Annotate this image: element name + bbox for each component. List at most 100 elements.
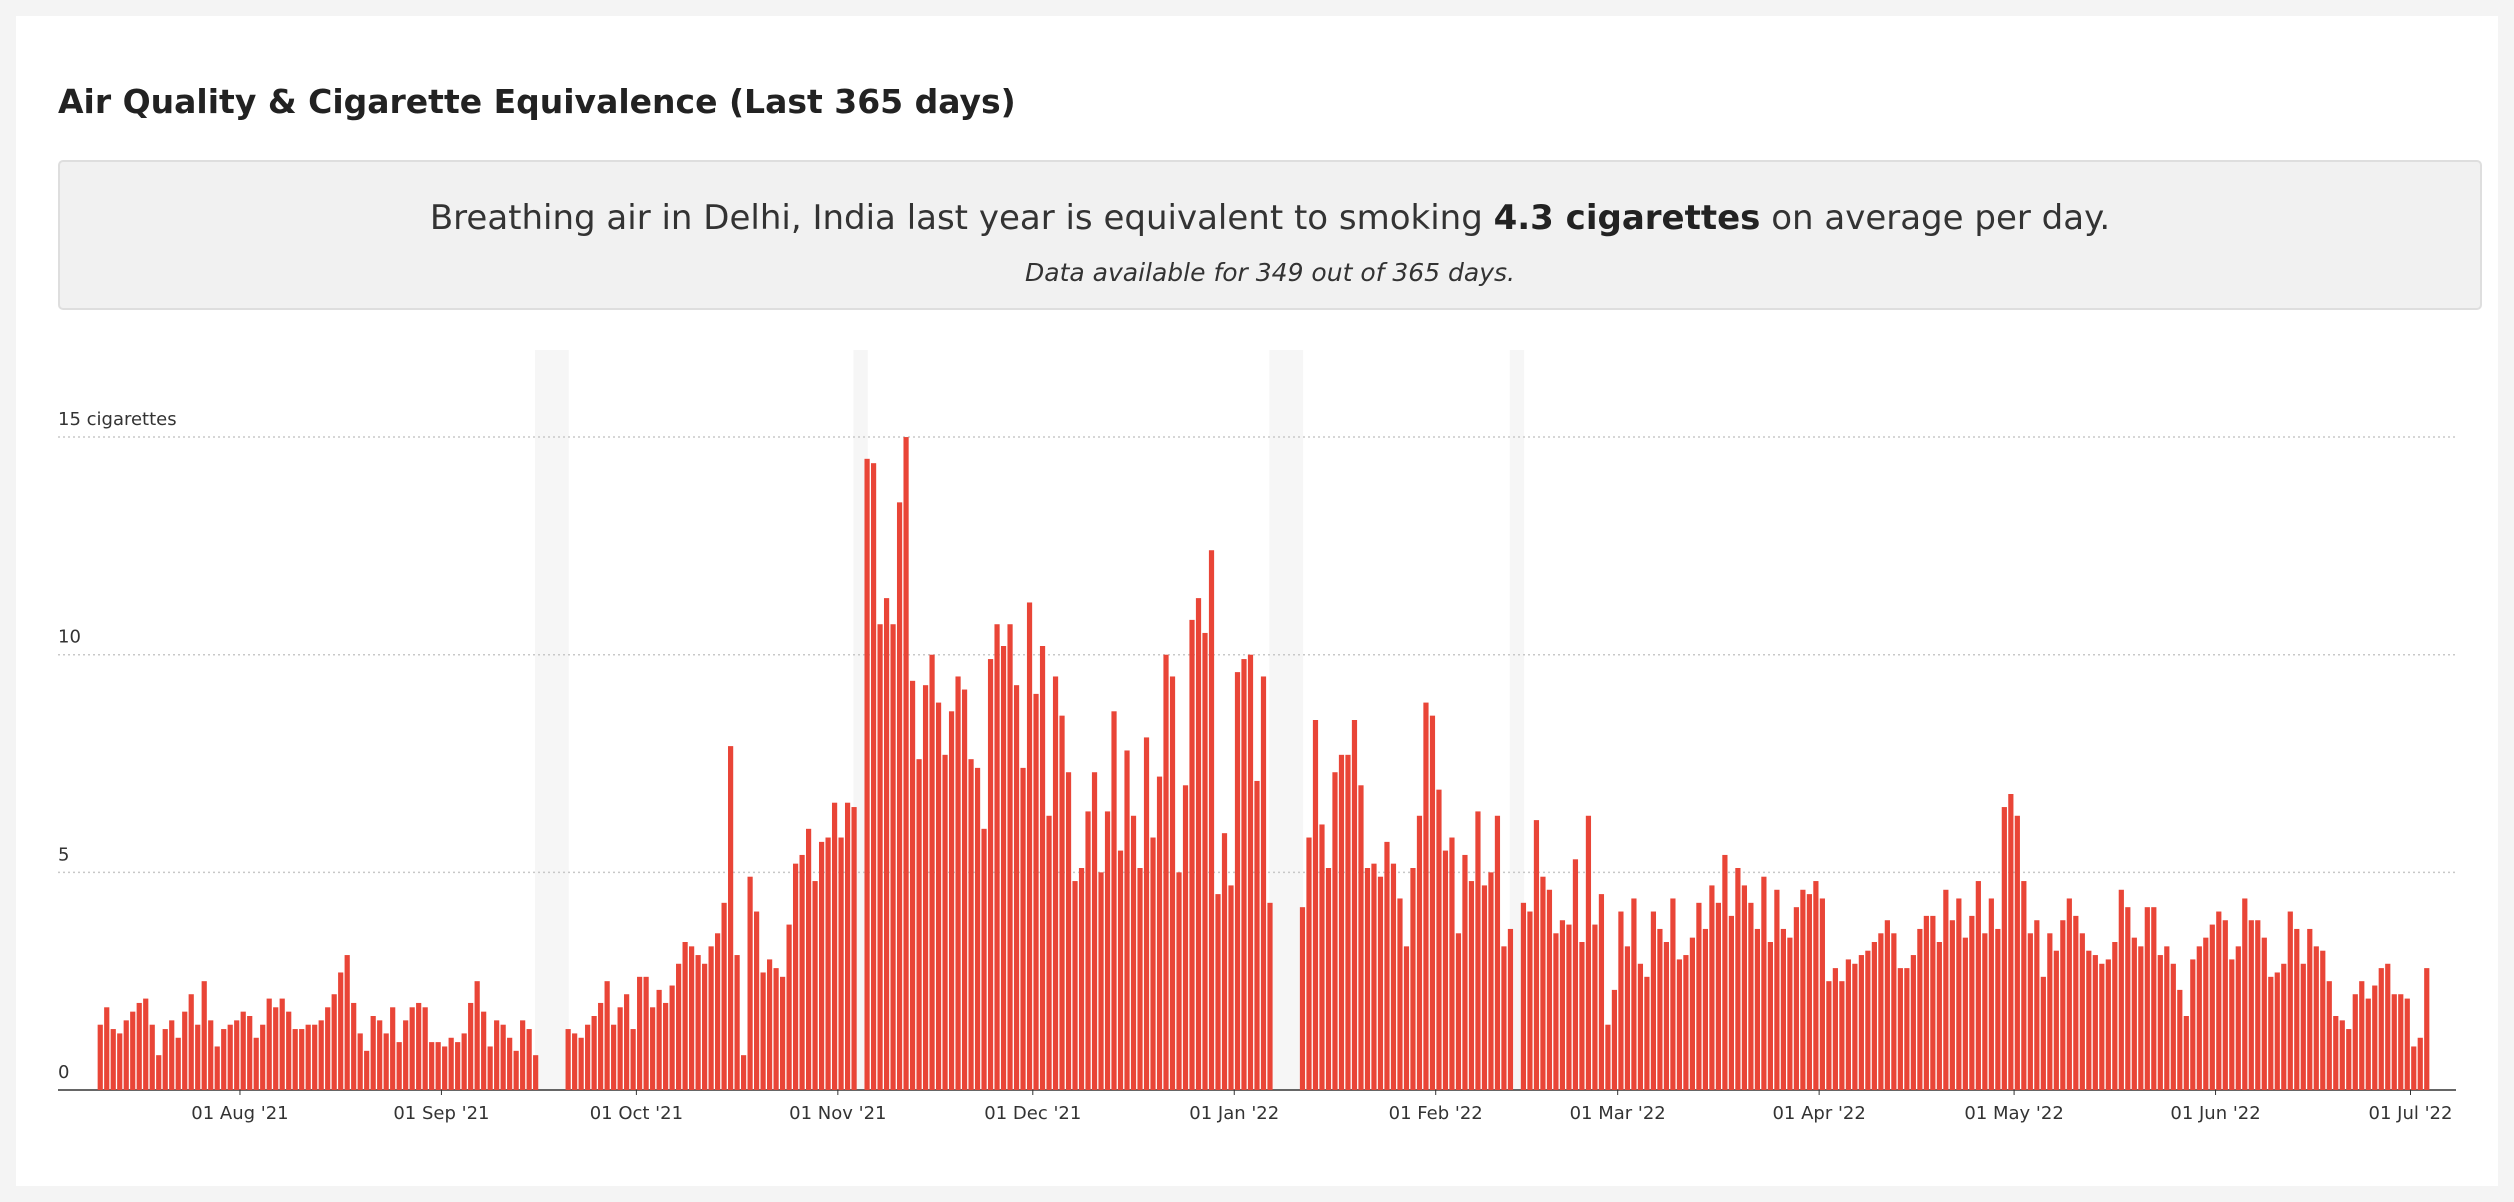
bar xyxy=(390,1007,396,1090)
bar xyxy=(773,968,779,1090)
bar xyxy=(877,624,883,1090)
bar xyxy=(487,1046,493,1090)
bar xyxy=(2203,937,2209,1090)
bar xyxy=(2274,972,2280,1090)
bar xyxy=(234,1020,240,1090)
bar xyxy=(1806,894,1812,1090)
bar xyxy=(987,659,994,1090)
x-tick-label: 01 Feb '22 xyxy=(1389,1103,1483,1124)
bar xyxy=(1195,598,1202,1090)
bar xyxy=(1468,881,1475,1090)
x-tick-label: 01 Apr '22 xyxy=(1772,1103,1865,1124)
bar xyxy=(1403,946,1410,1090)
bar xyxy=(2359,981,2365,1090)
bar xyxy=(1156,776,1163,1090)
bar xyxy=(1254,780,1260,1090)
bar xyxy=(1390,863,1397,1090)
bar xyxy=(2222,920,2228,1090)
bar xyxy=(903,437,909,1090)
bar xyxy=(429,1042,435,1090)
bar xyxy=(1137,868,1143,1090)
bar xyxy=(104,1007,110,1090)
bar xyxy=(2209,924,2215,1090)
bar xyxy=(1813,881,1819,1090)
bar xyxy=(266,998,272,1090)
bar xyxy=(1059,715,1065,1090)
bar xyxy=(227,1024,233,1090)
bar xyxy=(2086,950,2092,1090)
bar xyxy=(1735,868,1741,1090)
bar xyxy=(1748,902,1754,1090)
missing-day-band xyxy=(1288,350,1304,1090)
x-tick-label: 01 Dec '21 xyxy=(984,1103,1081,1124)
bar xyxy=(338,972,344,1090)
bar xyxy=(1351,720,1358,1090)
bar xyxy=(734,955,740,1090)
bar xyxy=(299,1029,305,1090)
bar xyxy=(1312,720,1319,1090)
bar xyxy=(1774,889,1780,1090)
bar xyxy=(721,902,727,1090)
bar xyxy=(591,1016,597,1090)
bar xyxy=(695,955,701,1090)
bar xyxy=(942,754,948,1090)
bar xyxy=(2073,915,2079,1090)
bar xyxy=(260,1024,266,1090)
bar xyxy=(2404,998,2410,1090)
bar xyxy=(442,1046,448,1090)
bar xyxy=(110,1029,116,1090)
bar xyxy=(1852,963,1858,1090)
bar xyxy=(357,1033,363,1090)
bar xyxy=(838,837,844,1090)
bar xyxy=(2307,928,2313,1090)
bar xyxy=(747,876,753,1090)
x-tick-label: 01 Nov '21 xyxy=(789,1103,886,1124)
bar xyxy=(2053,950,2059,1090)
bar xyxy=(805,828,812,1090)
bar xyxy=(2255,920,2261,1090)
bar xyxy=(1579,942,1585,1090)
bar xyxy=(1215,894,1221,1090)
bar xyxy=(1637,963,1644,1090)
bar xyxy=(1371,863,1377,1090)
bar xyxy=(1923,915,1929,1090)
bar xyxy=(2034,920,2040,1090)
bar xyxy=(2333,1016,2339,1090)
bar xyxy=(1728,915,1735,1090)
bar xyxy=(909,680,916,1090)
bar xyxy=(1065,772,1072,1090)
bar xyxy=(604,981,610,1090)
bar xyxy=(2190,959,2196,1090)
bar xyxy=(1098,872,1104,1090)
x-tick-label: 01 Aug '21 xyxy=(191,1103,288,1124)
bar xyxy=(656,989,662,1090)
bar xyxy=(2326,981,2332,1090)
bar xyxy=(2066,898,2072,1090)
bar xyxy=(1969,915,1975,1090)
bar xyxy=(598,1002,604,1090)
bar xyxy=(955,676,961,1090)
bar xyxy=(383,1033,389,1090)
y-tick-label: 5 xyxy=(58,844,69,865)
bar xyxy=(1832,968,1838,1090)
bar xyxy=(1566,924,1572,1090)
bar xyxy=(1078,868,1085,1090)
bar xyxy=(650,1007,656,1090)
bar xyxy=(1397,898,1403,1090)
bar xyxy=(247,1016,253,1090)
bar xyxy=(292,1029,298,1090)
bar xyxy=(2411,1046,2417,1090)
bar xyxy=(1780,928,1786,1090)
bar xyxy=(1124,750,1130,1090)
bar xyxy=(1189,619,1195,1090)
x-tick-label: 01 Sep '21 xyxy=(393,1103,489,1124)
bar xyxy=(812,881,818,1090)
bar xyxy=(1891,933,1897,1090)
bar xyxy=(974,767,981,1090)
bar xyxy=(1169,676,1176,1090)
bar xyxy=(2339,1020,2345,1090)
bar xyxy=(2021,881,2027,1090)
summary-highlight: 4.3 cigarettes xyxy=(1493,198,1761,238)
bar xyxy=(961,689,968,1090)
bar xyxy=(2164,946,2170,1090)
